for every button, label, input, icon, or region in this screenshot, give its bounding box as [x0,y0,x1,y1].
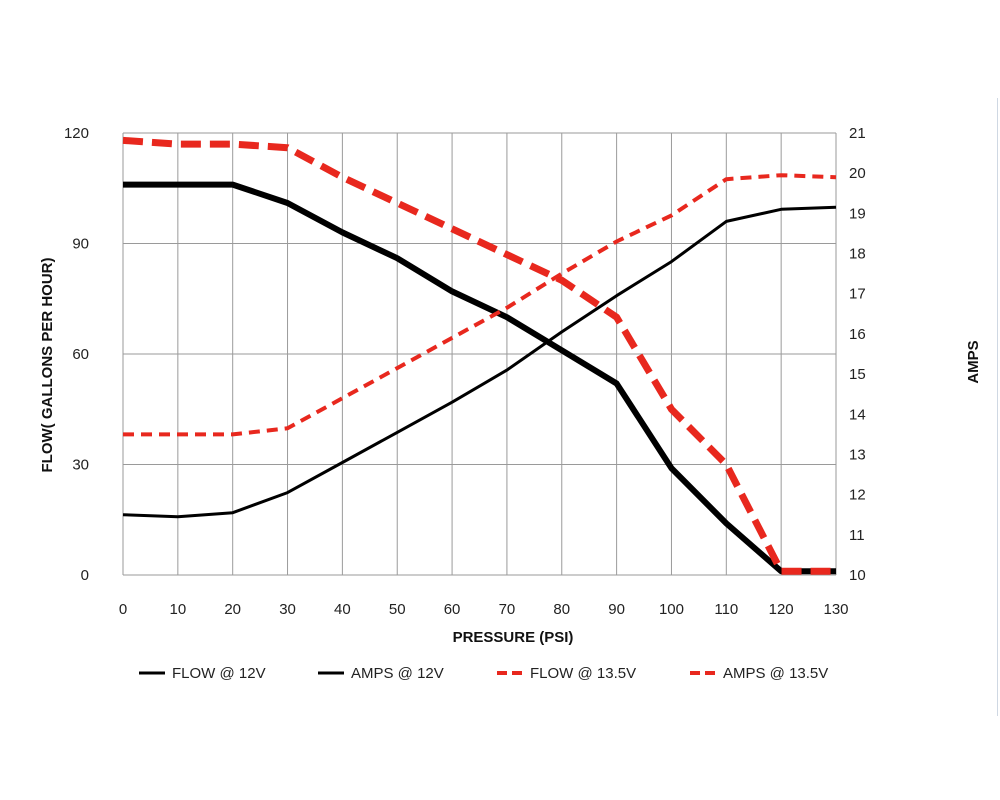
x-tick-label: 60 [444,601,461,618]
series-lines [122,136,837,575]
series-line-amps-13-5v [123,173,837,437]
right-y-tick-label: 15 [849,366,866,383]
legend-label: FLOW @ 12V [172,665,266,682]
x-tick-label: 30 [279,601,296,618]
x-tick-label: 10 [170,601,187,618]
legend: FLOW @ 12V AMPS @ 12V FLOW @ 13.5V AMPS @ 1… [139,665,828,682]
right-y-tick-label: 11 [849,527,865,544]
left-y-tick-label: 60 [72,346,89,363]
x-axis-title: PRESSURE (PSI) [453,629,574,646]
right-y-tick-label: 19 [849,205,866,222]
right-y-tick-label: 10 [849,567,866,584]
x-tick-label: 70 [499,601,516,618]
left-y-tick-label: 0 [81,567,89,584]
left-y-tick-label: 90 [72,236,89,253]
x-tick-label: 120 [769,601,794,618]
left-axis-title: FLOW( GALLONS PER HOUR) [39,258,56,473]
grid [122,132,837,576]
x-tick-label: 90 [608,601,625,618]
x-tick-label: 100 [659,601,684,618]
right-y-tick-label: 17 [849,286,866,303]
x-tick-label: 0 [119,601,127,618]
x-tick-label: 80 [553,601,570,618]
right-y-tick-label: 12 [849,487,866,504]
x-tick-label: 40 [334,601,351,618]
right-y-tick-label: 21 [849,125,866,142]
x-tick-label: 130 [823,601,848,618]
legend-label: AMPS @ 12V [351,665,444,682]
tick-labels: 0 10 20 30 40 50 60 70 80 90 100 110 120 130 0 30 60 90 12… [64,125,866,618]
right-y-tick-label: 13 [849,446,866,463]
right-edge-divider [997,98,998,716]
series-line-flow-12v [123,181,836,575]
legend-label: AMPS @ 13.5V [723,665,828,682]
left-y-tick-label: 30 [72,457,89,474]
x-tick-label: 110 [714,601,738,618]
series-line-flow-13-5v [122,136,836,575]
left-y-tick-label: 120 [64,125,89,142]
x-tick-label: 20 [224,601,241,618]
right-y-tick-label: 14 [849,406,866,423]
legend-label: FLOW @ 13.5V [530,665,636,682]
right-y-tick-label: 18 [849,246,866,263]
x-tick-label: 50 [389,601,406,618]
series-line-amps-12v [122,205,837,519]
right-axis-title: AMPS [965,340,982,383]
right-y-tick-label: 16 [849,326,866,343]
right-y-tick-label: 20 [849,165,866,182]
